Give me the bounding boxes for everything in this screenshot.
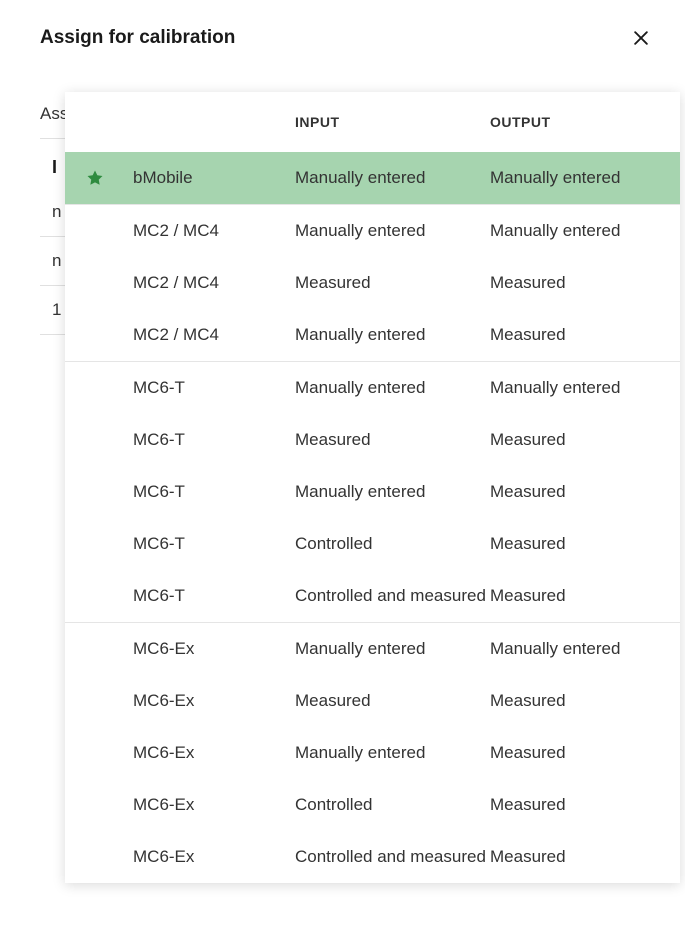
option-row[interactable]: MC2 / MC4Manually enteredManually entere… [65, 205, 680, 257]
option-group: MC6-ExManually enteredManually enteredMC… [65, 623, 680, 883]
output-method-label: Measured [490, 430, 680, 450]
header-star-column [65, 114, 125, 130]
device-label: MC6-T [125, 482, 295, 502]
close-button[interactable] [627, 24, 655, 52]
output-method-label: Measured [490, 795, 680, 815]
input-method-label: Controlled and measured [295, 586, 490, 606]
input-method-label: Manually entered [295, 743, 490, 763]
input-method-label: Controlled [295, 795, 490, 815]
input-method-label: Controlled and measured [295, 847, 490, 867]
input-method-label: Measured [295, 273, 490, 293]
device-label: bMobile [125, 168, 295, 188]
output-method-label: Measured [490, 273, 680, 293]
output-method-label: Manually entered [490, 378, 680, 398]
option-row[interactable]: MC6-ExMeasuredMeasured [65, 675, 680, 727]
output-method-label: Measured [490, 586, 680, 606]
device-label: MC6-Ex [125, 847, 295, 867]
input-method-label: Manually entered [295, 639, 490, 659]
calibration-dropdown-panel[interactable]: INPUT OUTPUT bMobileManually enteredManu… [65, 92, 680, 883]
star-cell [65, 169, 125, 187]
output-method-label: Measured [490, 325, 680, 345]
input-method-label: Manually entered [295, 168, 490, 188]
device-label: MC6-T [125, 586, 295, 606]
option-group: MC2 / MC4Manually enteredManually entere… [65, 205, 680, 362]
output-method-label: Measured [490, 691, 680, 711]
device-label: MC2 / MC4 [125, 221, 295, 241]
option-row[interactable]: MC2 / MC4Manually enteredMeasured [65, 309, 680, 361]
device-label: MC6-T [125, 378, 295, 398]
option-row[interactable]: bMobileManually enteredManually entered [65, 152, 680, 204]
device-label: MC6-T [125, 430, 295, 450]
device-label: MC6-T [125, 534, 295, 554]
option-row[interactable]: MC6-ExManually enteredMeasured [65, 727, 680, 779]
input-method-label: Measured [295, 430, 490, 450]
device-label: MC6-Ex [125, 691, 295, 711]
output-method-label: Measured [490, 534, 680, 554]
option-group: bMobileManually enteredManually entered [65, 152, 680, 205]
option-row[interactable]: MC6-TControlled and measuredMeasured [65, 570, 680, 622]
options-list: bMobileManually enteredManually enteredM… [65, 152, 680, 883]
header-output-label: OUTPUT [490, 114, 680, 130]
device-label: MC6-Ex [125, 795, 295, 815]
dialog-title: Assign for calibration [40, 27, 235, 49]
option-group: MC6-TManually enteredManually enteredMC6… [65, 362, 680, 623]
device-label: MC2 / MC4 [125, 273, 295, 293]
input-method-label: Manually entered [295, 221, 490, 241]
dialog-header: Assign for calibration [0, 0, 685, 72]
output-method-label: Measured [490, 847, 680, 867]
panel-header-row: INPUT OUTPUT [65, 92, 680, 152]
option-row[interactable]: MC6-ExControlledMeasured [65, 779, 680, 831]
option-row[interactable]: MC6-ExManually enteredManually entered [65, 623, 680, 675]
device-label: MC6-Ex [125, 639, 295, 659]
header-input-label: INPUT [295, 114, 490, 130]
close-icon [631, 28, 651, 48]
device-label: MC6-Ex [125, 743, 295, 763]
output-method-label: Manually entered [490, 168, 680, 188]
header-device-column [125, 114, 295, 130]
option-row[interactable]: MC6-TControlledMeasured [65, 518, 680, 570]
option-row[interactable]: MC6-TMeasuredMeasured [65, 414, 680, 466]
option-row[interactable]: MC6-ExControlled and measuredMeasured [65, 831, 680, 883]
input-method-label: Controlled [295, 534, 490, 554]
output-method-label: Manually entered [490, 639, 680, 659]
output-method-label: Measured [490, 743, 680, 763]
input-method-label: Measured [295, 691, 490, 711]
output-method-label: Measured [490, 482, 680, 502]
output-method-label: Manually entered [490, 221, 680, 241]
input-method-label: Manually entered [295, 482, 490, 502]
input-method-label: Manually entered [295, 378, 490, 398]
star-icon [86, 169, 104, 187]
device-label: MC2 / MC4 [125, 325, 295, 345]
option-row[interactable]: MC2 / MC4MeasuredMeasured [65, 257, 680, 309]
option-row[interactable]: MC6-TManually enteredMeasured [65, 466, 680, 518]
input-method-label: Manually entered [295, 325, 490, 345]
option-row[interactable]: MC6-TManually enteredManually entered [65, 362, 680, 414]
